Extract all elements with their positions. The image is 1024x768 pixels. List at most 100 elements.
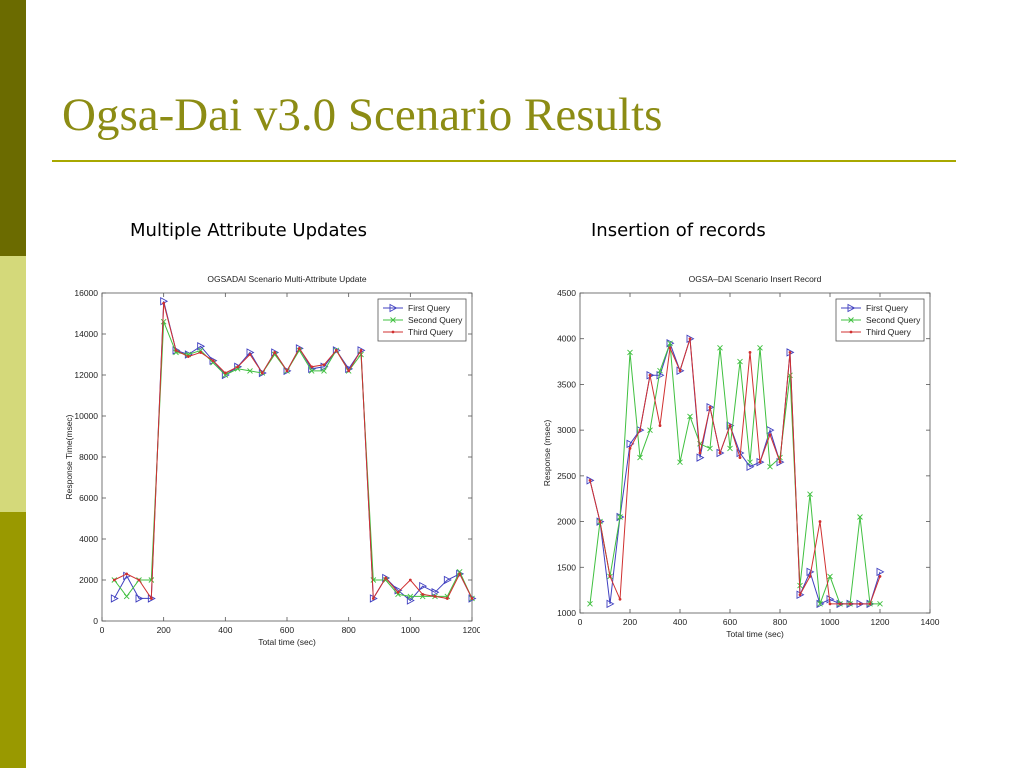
- data-point: [828, 602, 832, 606]
- data-point: [728, 424, 732, 427]
- y-tick-label: 4000: [79, 534, 98, 544]
- y-tick-label: 2500: [557, 471, 576, 481]
- series-line: [589, 338, 881, 605]
- data-point: [445, 597, 449, 600]
- data-point: [757, 345, 763, 351]
- data-point: [658, 424, 662, 427]
- x-tick-label: 200: [623, 617, 637, 627]
- data-point: [849, 330, 853, 334]
- data-point: [468, 594, 477, 603]
- data-point: [818, 520, 822, 523]
- data-point: [443, 575, 452, 585]
- series-line: [589, 338, 881, 605]
- data-point: [135, 594, 144, 603]
- caption-multiple-attribute-updates: Multiple Attribute Updates: [130, 220, 367, 241]
- data-point: [606, 599, 615, 609]
- data-point: [197, 347, 204, 354]
- data-point: [431, 588, 440, 597]
- data-point: [657, 367, 663, 374]
- data-point: [758, 460, 762, 464]
- data-point: [647, 427, 653, 433]
- data-point: [408, 578, 412, 582]
- x-tick-label: 600: [723, 617, 737, 627]
- sidebar-band-mid: [0, 512, 26, 768]
- data-point: [677, 459, 683, 465]
- data-point: [767, 463, 773, 470]
- data-point: [838, 602, 842, 606]
- data-point: [260, 371, 264, 375]
- chart-title: OGSA–DAI Scenario Insert Record: [689, 274, 822, 284]
- data-point: [688, 337, 692, 341]
- slide-title: Ogsa-Dai v3.0 Scenario Results: [62, 89, 663, 141]
- legend-label: First Query: [408, 303, 451, 313]
- y-tick-label: 6000: [79, 493, 98, 503]
- data-point: [332, 346, 341, 355]
- data-point: [174, 349, 178, 352]
- data-point: [248, 353, 252, 356]
- data-point: [199, 351, 203, 354]
- x-tick-label: 0: [100, 625, 105, 635]
- chart-title: OGSADAI Scenario Multi-Attribute Update: [207, 274, 366, 284]
- data-point: [406, 596, 415, 605]
- data-point: [458, 572, 462, 576]
- sidebar-decoration: [0, 0, 26, 768]
- data-point: [718, 451, 722, 455]
- legend-label: First Query: [866, 303, 909, 313]
- y-tick-label: 16000: [74, 288, 98, 298]
- data-point: [310, 365, 314, 369]
- data-point: [456, 568, 463, 575]
- data-point: [148, 577, 155, 583]
- data-point: [384, 576, 388, 580]
- plot-frame: [579, 292, 931, 614]
- data-point: [748, 351, 752, 354]
- y-axis-label: Response (msec): [542, 420, 552, 487]
- sidebar-band-dark: [0, 0, 26, 256]
- data-point: [807, 491, 813, 497]
- data-point: [637, 454, 643, 461]
- data-point: [877, 601, 883, 607]
- data-point: [160, 318, 167, 325]
- insert-record-chart: OGSA–DAI Scenario Insert Record 0 200 400 60…: [542, 274, 940, 639]
- y-tick-label: 12000: [74, 370, 98, 380]
- x-axis-label: Total time (sec): [726, 629, 784, 639]
- data-point: [598, 520, 602, 523]
- data-point: [858, 602, 862, 606]
- data-point: [868, 602, 872, 606]
- caption-insertion-of-records: Insertion of records: [591, 220, 766, 241]
- data-point: [727, 445, 733, 452]
- data-point: [656, 371, 665, 380]
- y-tick-label: 4500: [557, 288, 576, 298]
- data-point: [197, 342, 206, 351]
- data-point: [668, 346, 672, 350]
- data-point: [746, 462, 755, 471]
- data-point: [876, 567, 885, 577]
- data-point: [848, 317, 854, 323]
- data-point: [648, 373, 652, 377]
- data-point: [395, 591, 401, 598]
- data-point: [236, 365, 240, 369]
- data-point: [878, 575, 882, 578]
- data-point: [321, 368, 327, 374]
- x-tick-label: 600: [280, 625, 294, 635]
- data-point: [396, 590, 400, 594]
- data-point: [608, 575, 612, 578]
- data-point: [827, 573, 833, 580]
- data-point: [628, 447, 632, 450]
- data-point: [322, 363, 326, 367]
- data-point: [768, 433, 772, 437]
- y-tick-label: 3500: [557, 379, 576, 389]
- data-point: [334, 349, 338, 352]
- y-tick-label: 0: [93, 616, 98, 626]
- data-point: [778, 460, 782, 464]
- data-point: [618, 597, 622, 601]
- data-point: [626, 439, 635, 449]
- data-point: [747, 459, 753, 465]
- data-point: [788, 351, 792, 354]
- data-point: [186, 355, 190, 358]
- data-point: [211, 359, 215, 363]
- x-tick-label: 400: [218, 625, 232, 635]
- x-tick-label: 1000: [401, 625, 420, 635]
- data-point: [285, 369, 289, 373]
- data-point: [297, 346, 301, 350]
- x-tick-label: 400: [673, 617, 687, 627]
